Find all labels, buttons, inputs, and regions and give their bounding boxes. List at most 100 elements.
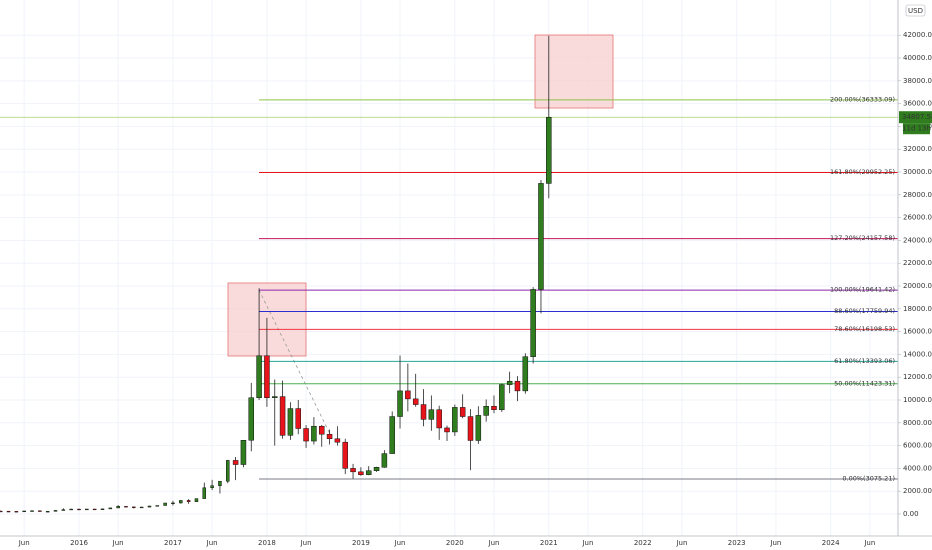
candle-body (202, 487, 207, 499)
x-tick-label: 2019 (352, 539, 370, 547)
candle-body (53, 510, 58, 512)
candle-body (85, 508, 89, 511)
candle-body (139, 506, 144, 509)
candle-body (77, 508, 81, 511)
grid (0, 0, 898, 536)
countdown-label: 11d 13h (902, 125, 931, 133)
trend-line (258, 289, 331, 435)
x-tick-label: Jun (769, 539, 781, 547)
fib-level-label: 78.60%(16198.53) (834, 325, 895, 333)
candle-body (459, 407, 466, 417)
fib-level-label: 61.80%(13393.06) (834, 357, 895, 365)
candle-body (163, 502, 167, 506)
x-tick-label: 2022 (634, 539, 652, 547)
candle-body (538, 183, 544, 290)
x-tick-label: Jun (863, 539, 875, 547)
x-tick-label: Jun (300, 539, 312, 547)
candle-body (389, 416, 395, 454)
candle-body (194, 498, 199, 502)
axes: 0.00 2000.00 4000.00 6000.00 8000.00 10000.00… (18, 31, 932, 547)
y-tick-label: 18000.00 (903, 305, 932, 313)
y-tick-label: 30000.00 (903, 168, 932, 176)
candle-body (116, 506, 120, 509)
x-tick-label: Jun (206, 539, 218, 547)
candle-body (240, 439, 247, 465)
candles (0, 35, 552, 513)
currency-box[interactable] (905, 4, 926, 17)
fib-level-label: 50.00%(11423.31) (834, 379, 895, 387)
candle-body (483, 406, 489, 416)
x-tick-label: 2024 (822, 539, 840, 547)
candle-body (264, 355, 270, 398)
candle-body (100, 508, 105, 510)
candle-body (6, 510, 11, 513)
candle-body (342, 441, 348, 469)
candle-body (92, 508, 97, 511)
candle-body (0, 510, 3, 513)
candle-body (14, 511, 19, 513)
candle-body (412, 398, 419, 405)
candle-body (365, 470, 372, 475)
candle-body (373, 467, 380, 471)
candle-body (420, 404, 427, 420)
candle-body (279, 396, 286, 436)
candle-body (428, 409, 435, 420)
candle-body (171, 502, 175, 504)
candle-body (514, 380, 521, 392)
y-tick-label: 16000.00 (903, 328, 932, 336)
candle-body (444, 427, 450, 433)
candle-body (326, 433, 333, 440)
x-tick-label: 2021 (540, 539, 558, 547)
fib-level-label: 200.00%(36333.09) (830, 95, 895, 103)
candle-body (155, 505, 160, 507)
candle-body (318, 425, 325, 435)
candle-body (256, 355, 262, 398)
candle-body (436, 409, 442, 429)
candle-body (405, 390, 411, 400)
y-tick-label: 28000.00 (903, 191, 932, 199)
y-tick-label: 12000.00 (903, 373, 932, 381)
y-tick-label: 8000.00 (903, 419, 932, 427)
candle-body (179, 500, 183, 504)
candle-body (358, 471, 364, 475)
currency: USD (908, 7, 923, 15)
y-tick-label: 10000.00 (903, 396, 932, 404)
fib-level-label: 161.80%(29952.25) (830, 168, 895, 176)
candle-body (546, 116, 552, 184)
x-tick-label: 2020 (446, 539, 464, 547)
y-tick-label: 38000.00 (903, 77, 932, 85)
x-tick-label: Jun (675, 539, 687, 547)
last-price-label: 34807.58 (902, 113, 932, 121)
y-tick-label: 2000.00 (903, 487, 932, 495)
fib-level-label: 0.00%(3075.21) (842, 474, 895, 482)
x-tick-label: Jun (112, 539, 124, 547)
y-tick-label: 42000.00 (903, 31, 932, 39)
fib-level-label: 100.00%(19641.42) (830, 286, 895, 294)
candle-body (272, 396, 278, 398)
candle-body (45, 511, 50, 513)
x-tick-label: 2016 (70, 539, 88, 547)
fib-levels: 0.00%(3075.21) 50.00%(11423.31) 61.80%(133… (0, 95, 898, 482)
x-tick-label: 2018 (258, 539, 276, 547)
x-tick-label: 2017 (164, 539, 182, 547)
x-tick-label: Jun (394, 539, 406, 547)
candle-body (491, 406, 497, 410)
candle-body (287, 408, 294, 436)
candle-body (475, 415, 482, 441)
candle-body (499, 384, 505, 410)
y-tick-label: 22000.00 (903, 259, 932, 267)
candle-body (69, 508, 73, 511)
candle-body (311, 425, 317, 442)
candle-body (452, 407, 458, 433)
x-tick-label: Jun (488, 539, 500, 547)
candle-body (108, 507, 113, 510)
candle-body (22, 510, 26, 513)
candle-body (522, 356, 529, 392)
y-tick-label: 0.00 (903, 510, 919, 518)
x-tick-label: 2023 (728, 539, 746, 547)
candle-body (38, 510, 42, 512)
y-tick-label: 14000.00 (903, 350, 932, 358)
y-tick-label: 24000.00 (903, 236, 932, 244)
candle-body (467, 416, 474, 441)
